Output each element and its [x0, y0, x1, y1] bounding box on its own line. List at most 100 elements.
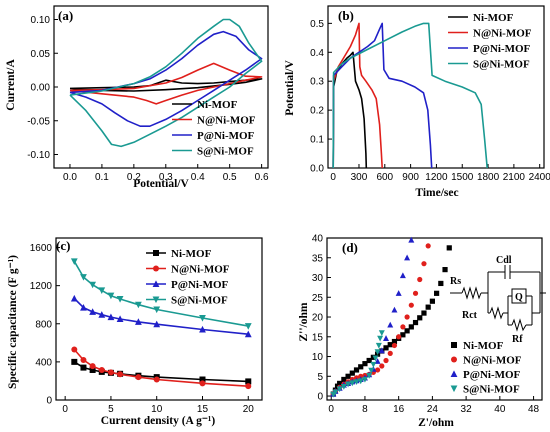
data-point-n-ni-mof	[379, 363, 385, 369]
data-point-n-ni-mof	[245, 383, 252, 390]
legend-label-p-ni-mof: P@Ni-MOF	[197, 130, 255, 142]
data-point-ni-mof	[353, 367, 360, 373]
legend-marker-p-ni-mof	[450, 370, 458, 377]
data-point-s-ni-mof	[199, 315, 206, 322]
data-point-p-ni-mof	[116, 315, 124, 322]
x-tick-label: 0.2	[127, 172, 141, 183]
circuit-label-rs: Rs	[450, 276, 461, 287]
panel-c-y-ticks: 0 400 800 1200 1600	[30, 243, 60, 407]
data-point-s-ni-mof	[336, 386, 343, 393]
x-tick-label: 40	[494, 404, 506, 415]
x-tick-label: 0.6	[255, 172, 269, 183]
x-tick-label: 0.0	[63, 172, 77, 183]
panel-a-series	[69, 18, 263, 148]
data-point-ni-mof	[366, 357, 372, 364]
y-tick-label: -0.05	[27, 116, 50, 127]
data-point-ni-mof	[425, 304, 431, 310]
data-point-n-ni-mof	[71, 346, 78, 353]
y-tick-label: 0.2	[310, 106, 324, 117]
data-point-ni-mof	[341, 376, 347, 383]
panel-d-plot-area	[326, 237, 543, 401]
data-point-p-ni-mof	[80, 303, 87, 311]
resistor-rf-symbol	[511, 318, 527, 332]
x-tick-label: 0.3	[159, 172, 173, 183]
data-point-n-ni-mof	[89, 363, 96, 370]
legend-label-n-ni-mof: N@Ni-MOF	[463, 355, 522, 367]
legend-marker-ni-mof	[153, 250, 159, 256]
data-point-n-ni-mof	[425, 243, 431, 249]
series-line-n-ni-mof	[73, 348, 249, 387]
panel-a-label: (a)	[58, 8, 73, 23]
panel-c-legend: Ni-MOF N@Ni-MOF P@Ni-MOF S@Ni-MOF	[146, 248, 230, 307]
panel-c-capacitance-chart: 0 5 10 15 20 0 400 800 1200 1600 Ni-MOF N@Ni-MOF P…	[7, 237, 263, 427]
data-point-n-ni-mof	[117, 371, 124, 378]
series-line-p-ni-mof	[332, 22, 433, 169]
data-point-ni-mof	[438, 280, 444, 287]
data-point-s-ni-mof	[370, 361, 377, 368]
data-point-n-ni-mof	[98, 366, 105, 373]
data-point-n-ni-mof	[199, 380, 206, 387]
data-point-ni-mof	[387, 342, 393, 348]
panel-d-series	[330, 236, 452, 398]
data-point-ni-mof	[71, 358, 78, 365]
panel-a-x-axis-label: Potential/V	[133, 178, 189, 190]
data-point-p-ni-mof	[399, 272, 406, 279]
x-tick-label: 0.4	[191, 172, 205, 183]
x-tick-label: 32	[461, 404, 473, 415]
y-tick-label: 0.4	[310, 48, 324, 59]
data-point-p-ni-mof	[404, 254, 411, 261]
x-tick-label: 20	[243, 404, 255, 415]
data-point-ni-mof	[417, 315, 423, 321]
data-point-s-ni-mof	[378, 330, 385, 337]
panel-b-legend: Ni-MOF N@Ni-MOF P@Ni-MOF S@Ni-MOF	[448, 12, 532, 71]
resistor-rs-symbol	[461, 286, 482, 300]
panel-b-y-axis-label: Potential/V	[284, 60, 296, 116]
data-point-s-ni-mof	[116, 295, 124, 303]
legend-label-s-ni-mof: S@Ni-MOF	[463, 384, 520, 396]
legend-label-s-ni-mof: S@Ni-MOF	[473, 59, 530, 71]
x-tick-label: 2400	[529, 172, 550, 183]
legend-label-p-ni-mof: P@Ni-MOF	[171, 279, 229, 291]
y-tick-label: 15	[312, 332, 324, 343]
data-point-ni-mof	[80, 364, 87, 371]
data-point-n-ni-mof	[421, 261, 427, 267]
plot-frame	[326, 237, 543, 401]
circuit-label-cdl: Cdl	[496, 255, 512, 266]
equivalent-circuit-diagram	[450, 265, 546, 332]
legend-label-n-ni-mof: N@Ni-MOF	[197, 115, 256, 127]
data-point-ni-mof	[391, 338, 398, 345]
series-line-s-ni-mof	[332, 22, 488, 169]
y-tick-label: 0	[46, 396, 52, 407]
data-point-s-ni-mof	[345, 381, 352, 388]
x-tick-label: 2100	[503, 172, 526, 183]
data-point-ni-mof	[434, 290, 440, 296]
panel-c-x-axis-label: Current density (A g⁻¹)	[101, 415, 216, 427]
y-tick-label: 25	[312, 293, 324, 304]
legend-label-n-ni-mof: N@Ni-MOF	[473, 28, 532, 40]
panel-b-y-ticks: 0.0 0.1 0.2 0.3 0.4 0.5	[310, 19, 332, 175]
data-point-n-ni-mof	[107, 369, 114, 376]
x-tick-label: 0.5	[223, 172, 237, 183]
x-tick-label: 16	[393, 404, 405, 415]
y-tick-label: -0.10	[27, 150, 50, 161]
data-point-ni-mof	[408, 324, 414, 330]
y-tick-label: 0.10	[31, 15, 51, 26]
panel-a-x-ticks: 0.0 0.1 0.2 0.3 0.4 0.5 0.6	[63, 164, 269, 183]
y-tick-label: 0	[317, 392, 323, 403]
data-point-p-ni-mof	[244, 330, 252, 338]
data-point-ni-mof	[412, 319, 419, 326]
data-point-s-ni-mof	[353, 379, 360, 386]
series-line-n-ni-mof	[69, 62, 263, 105]
data-point-ni-mof	[245, 378, 252, 385]
panel-d-x-axis-label: Z'/ohm	[418, 417, 454, 429]
panel-b-gcd-chart: 0 300 600 900 1200 1500 1800 2100 2400 0.0 0.1 0.2…	[284, 5, 550, 199]
data-point-n-ni-mof	[135, 374, 142, 381]
panel-c-plot-area	[55, 237, 263, 401]
data-point-s-ni-mof	[357, 378, 364, 385]
panel-b-x-ticks: 0 300 600 900 1200 1500 1800 2100 2400	[330, 164, 550, 183]
data-point-n-ni-mof	[387, 350, 393, 356]
data-point-s-ni-mof	[98, 287, 106, 295]
y-tick-label: 20	[312, 313, 324, 324]
y-tick-label: 5	[317, 372, 323, 383]
legend-label-ni-mof: Ni-MOF	[171, 248, 212, 260]
